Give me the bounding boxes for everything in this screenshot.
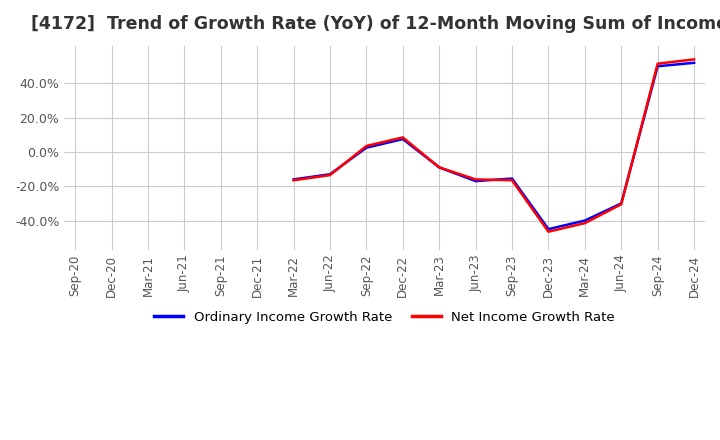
- Ordinary Income Growth Rate: [472, 179, 480, 184]
- Ordinary Income Growth Rate: [653, 64, 662, 69]
- Ordinary Income Growth Rate: [289, 177, 298, 182]
- Net Income Growth Rate: [580, 220, 589, 226]
- Legend: Ordinary Income Growth Rate, Net Income Growth Rate: Ordinary Income Growth Rate, Net Income …: [149, 305, 621, 329]
- Net Income Growth Rate: [362, 143, 371, 149]
- Net Income Growth Rate: [617, 202, 626, 207]
- Ordinary Income Growth Rate: [362, 145, 371, 150]
- Ordinary Income Growth Rate: [398, 136, 407, 142]
- Title: [4172]  Trend of Growth Rate (YoY) of 12-Month Moving Sum of Incomes: [4172] Trend of Growth Rate (YoY) of 12-…: [31, 15, 720, 33]
- Net Income Growth Rate: [472, 177, 480, 182]
- Ordinary Income Growth Rate: [580, 218, 589, 223]
- Ordinary Income Growth Rate: [617, 201, 626, 206]
- Net Income Growth Rate: [289, 178, 298, 183]
- Ordinary Income Growth Rate: [325, 172, 334, 177]
- Net Income Growth Rate: [398, 135, 407, 140]
- Net Income Growth Rate: [508, 178, 516, 183]
- Net Income Growth Rate: [544, 229, 553, 235]
- Net Income Growth Rate: [435, 165, 444, 170]
- Net Income Growth Rate: [653, 61, 662, 66]
- Ordinary Income Growth Rate: [508, 176, 516, 181]
- Line: Ordinary Income Growth Rate: Ordinary Income Growth Rate: [294, 63, 694, 229]
- Ordinary Income Growth Rate: [690, 60, 698, 66]
- Ordinary Income Growth Rate: [544, 227, 553, 232]
- Net Income Growth Rate: [690, 57, 698, 62]
- Net Income Growth Rate: [325, 172, 334, 178]
- Ordinary Income Growth Rate: [435, 165, 444, 170]
- Line: Net Income Growth Rate: Net Income Growth Rate: [294, 59, 694, 232]
